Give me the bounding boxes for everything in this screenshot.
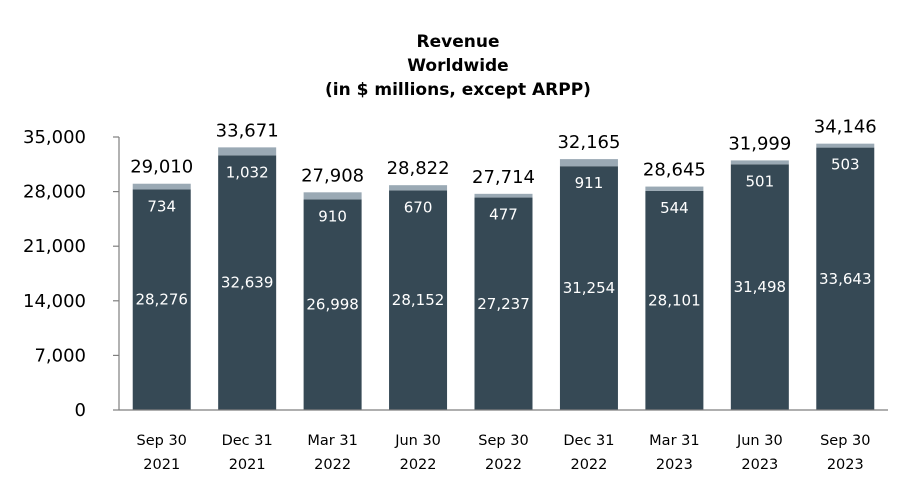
top-segment-label: 734 xyxy=(147,197,176,215)
bottom-segment-label: 26,998 xyxy=(306,296,359,314)
total-label: 28,822 xyxy=(387,158,450,179)
top-segment-label: 544 xyxy=(660,199,689,217)
x-tick-label-line1: Sep 30 xyxy=(820,433,870,449)
bar-bottom-segment xyxy=(389,190,448,410)
y-tick-label: 28,000 xyxy=(23,182,86,203)
x-tick-label-line1: Jun 30 xyxy=(736,433,783,449)
bottom-segment-label: 33,643 xyxy=(819,270,872,288)
top-segment-label: 503 xyxy=(831,156,860,174)
x-tick-label-line2: 2021 xyxy=(143,457,180,473)
bar-top-segment xyxy=(389,185,448,191)
x-axis: Sep 30 2021 Dec 31 2021 Mar 31 2022 Jun 30 2022… xyxy=(119,409,888,473)
total-label: 33,671 xyxy=(216,120,279,141)
top-segment-label: 670 xyxy=(404,198,433,216)
bar-group: 31,498 501 31,999 xyxy=(728,133,791,410)
bar-top-segment xyxy=(218,147,277,156)
x-tick-label-line1: Mar 31 xyxy=(649,433,699,449)
bar-top-segment xyxy=(559,159,618,167)
bar-top-segment xyxy=(132,183,191,190)
chart-title: Revenue Worldwide (in $ millions, except… xyxy=(325,32,591,100)
x-tick-label-line2: 2023 xyxy=(827,457,864,473)
title-line-3: (in $ millions, except ARPP) xyxy=(325,80,591,100)
y-axis: 0 7,000 14,000 21,000 28,000 35,000 xyxy=(23,127,120,421)
total-label: 27,908 xyxy=(301,165,364,186)
top-segment-label: 501 xyxy=(746,172,775,190)
bar-group: 27,237 477 27,714 xyxy=(472,167,535,410)
total-label: 29,010 xyxy=(130,157,193,178)
x-tick-label-line1: Sep 30 xyxy=(137,433,187,449)
total-label: 31,999 xyxy=(728,133,791,154)
x-tick-label-line2: 2022 xyxy=(485,457,522,473)
bottom-segment-label: 31,498 xyxy=(734,278,787,296)
bar-bottom-segment xyxy=(559,166,618,410)
title-line-1: Revenue xyxy=(417,32,500,52)
total-label: 27,714 xyxy=(472,167,535,188)
x-tick-label-line2: 2022 xyxy=(314,457,351,473)
x-tick-label-line2: 2021 xyxy=(229,457,266,473)
bar-group: 26,998 910 27,908 xyxy=(301,165,364,410)
bottom-segment-label: 28,101 xyxy=(648,291,701,309)
bar-top-segment xyxy=(303,192,362,200)
top-segment-label: 910 xyxy=(318,207,347,225)
y-tick-label: 7,000 xyxy=(34,345,86,366)
title-line-2: Worldwide xyxy=(407,56,508,76)
top-segment-label: 1,032 xyxy=(226,163,269,181)
bar-top-segment xyxy=(816,143,875,148)
total-label: 28,645 xyxy=(643,160,706,181)
total-label: 34,146 xyxy=(814,117,877,138)
y-tick-label: 35,000 xyxy=(23,127,86,148)
bar-top-segment xyxy=(645,186,704,191)
bar-bottom-segment xyxy=(645,190,704,410)
bar-bottom-segment xyxy=(218,155,277,410)
bar-bottom-segment xyxy=(816,147,875,410)
x-tick-label-line2: 2023 xyxy=(656,457,693,473)
top-segment-label: 911 xyxy=(575,174,604,192)
x-tick-label-line1: Mar 31 xyxy=(307,433,357,449)
bar-bottom-segment xyxy=(132,189,191,410)
y-tick-label: 14,000 xyxy=(23,291,86,312)
bar-group: 32,639 1,032 33,671 xyxy=(216,120,279,410)
bottom-segment-label: 27,237 xyxy=(477,295,530,313)
bar-top-segment xyxy=(474,193,533,198)
x-tick-label-line1: Dec 31 xyxy=(563,433,614,449)
bar-group: 28,101 544 28,645 xyxy=(643,160,706,410)
bottom-segment-label: 31,254 xyxy=(563,279,616,297)
bar-top-segment xyxy=(730,160,789,165)
total-label: 32,165 xyxy=(557,132,620,153)
x-tick-label-line1: Sep 30 xyxy=(478,433,528,449)
bottom-segment-label: 28,152 xyxy=(392,291,445,309)
x-tick-label-line2: 2022 xyxy=(400,457,437,473)
bar-bottom-segment xyxy=(730,164,789,410)
bottom-segment-label: 28,276 xyxy=(135,291,188,309)
x-tick-label-line1: Dec 31 xyxy=(222,433,273,449)
bar-group: 33,643 503 34,146 xyxy=(814,117,877,410)
bottom-segment-label: 32,639 xyxy=(221,274,274,292)
bars: 28,276 734 29,010 32,639 1,032 33,671 26,998 91… xyxy=(130,117,877,410)
x-tick-label-line1: Jun 30 xyxy=(394,433,441,449)
y-tick-label: 0 xyxy=(75,400,86,421)
x-tick-label-line2: 2023 xyxy=(741,457,778,473)
bar-group: 31,254 911 32,165 xyxy=(557,132,620,410)
y-tick-label: 21,000 xyxy=(23,236,86,257)
x-tick-label-line2: 2022 xyxy=(570,457,607,473)
bar-group: 28,276 734 29,010 xyxy=(130,157,193,410)
top-segment-label: 477 xyxy=(489,206,518,224)
bar-bottom-segment xyxy=(474,197,533,410)
bar-bottom-segment xyxy=(303,199,362,410)
bar-group: 28,152 670 28,822 xyxy=(387,158,450,410)
